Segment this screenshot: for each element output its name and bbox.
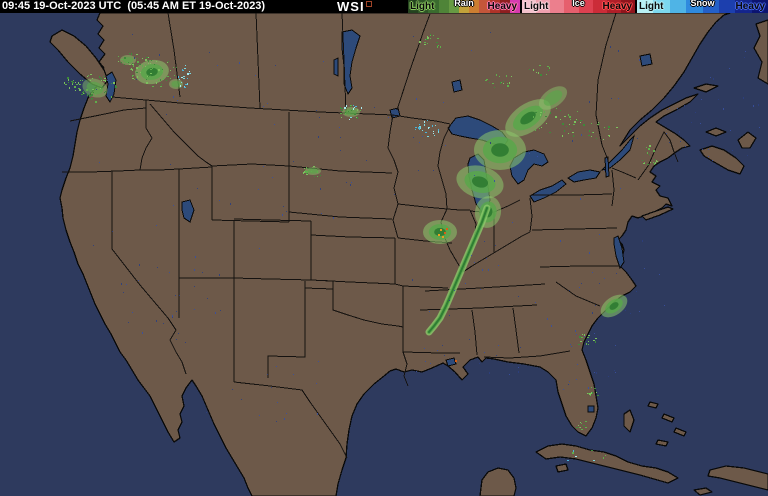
lake-manitoba: [333, 57, 339, 77]
legend-light-label: Light: [524, 1, 549, 12]
legend-heavy-label: Heavy: [487, 1, 517, 12]
legend-name-ice: Ice: [572, 0, 585, 8]
lake-champlain: [604, 156, 610, 178]
wsi-logo-text: WSI: [337, 0, 365, 14]
st-lawrence-river: [600, 134, 636, 171]
hispaniola: [707, 465, 768, 491]
cuba: [535, 443, 679, 484]
legend-heavy-label: Heavy: [735, 1, 765, 12]
bahamas-islands: [647, 401, 687, 447]
jamaica: [693, 487, 713, 496]
legend-group-snow: Snow Light Heavy: [637, 0, 768, 13]
legend-gradient-snow: [637, 0, 768, 13]
bahamas-andros: [623, 409, 635, 433]
cape-breton-island: [737, 131, 757, 149]
wsi-logo: WSI: [337, 0, 372, 13]
great-salt-lake: [181, 199, 195, 223]
lake-ontario: [567, 169, 601, 183]
wsi-logo-mark: [365, 1, 372, 7]
legend-gradient-rain: [408, 0, 521, 13]
newfoundland: [753, 19, 768, 85]
legend-heavy-label: Heavy: [602, 1, 632, 12]
long-island: [641, 206, 674, 221]
isla-juventud: [555, 463, 569, 473]
prince-edward-island: [705, 127, 727, 137]
anticosti-island: [693, 83, 719, 93]
legend-name-rain: Rain: [454, 0, 474, 8]
header-bar: 09:45 19-Oct-2023 UTC (05:45 AM ET 19-Oc…: [0, 0, 768, 13]
lake-of-the-woods: [389, 107, 401, 119]
lake-erie: [529, 179, 567, 203]
lake-nipigon: [451, 79, 463, 93]
yucatan: [479, 467, 517, 496]
lake-okeechobee: [587, 405, 595, 413]
vancouver-island: [49, 29, 109, 89]
legend-group-rain: Rain Light Heavy: [408, 0, 521, 13]
legend-light-label: Light: [639, 1, 664, 12]
timestamp-text: 09:45 19-Oct-2023 UTC (05:45 AM ET 19-Oc…: [2, 0, 266, 12]
chesapeake-bay: [613, 235, 625, 270]
map-noise-dots: [93, 32, 760, 422]
lake-pontchartrain: [445, 357, 457, 367]
legend-light-label: Light: [410, 1, 435, 12]
legend-gradient-ice: [522, 0, 635, 13]
legend-group-ice: Ice Light Heavy: [522, 0, 635, 13]
radar-echoes: [64, 34, 658, 461]
lac-saint-jean: [639, 53, 653, 67]
legend-name-snow: Snow: [690, 0, 715, 8]
nova-scotia: [699, 145, 745, 175]
